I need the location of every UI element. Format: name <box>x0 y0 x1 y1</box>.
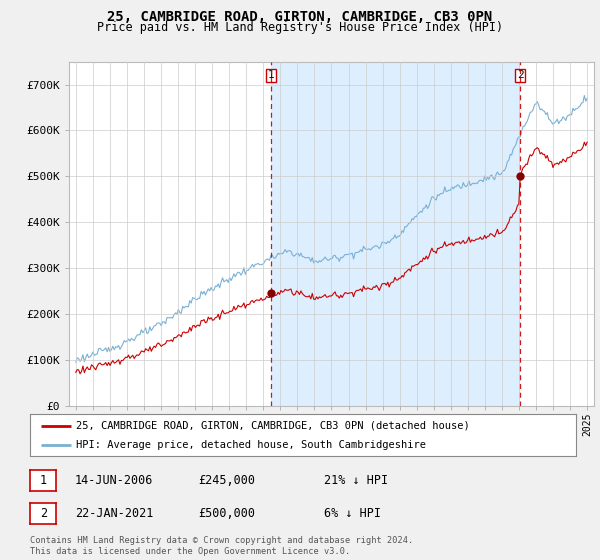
Text: 2: 2 <box>517 70 523 80</box>
Text: 6% ↓ HPI: 6% ↓ HPI <box>324 507 381 520</box>
Text: £245,000: £245,000 <box>198 474 255 487</box>
Bar <box>271 62 520 406</box>
Text: HPI: Average price, detached house, South Cambridgeshire: HPI: Average price, detached house, Sout… <box>76 440 427 450</box>
Text: 1: 1 <box>40 474 47 487</box>
Text: £500,000: £500,000 <box>198 507 255 520</box>
Text: 14-JUN-2006: 14-JUN-2006 <box>75 474 154 487</box>
Text: 25, CAMBRIDGE ROAD, GIRTON, CAMBRIDGE, CB3 0PN (detached house): 25, CAMBRIDGE ROAD, GIRTON, CAMBRIDGE, C… <box>76 421 470 431</box>
Text: 25, CAMBRIDGE ROAD, GIRTON, CAMBRIDGE, CB3 0PN: 25, CAMBRIDGE ROAD, GIRTON, CAMBRIDGE, C… <box>107 10 493 24</box>
Text: 22-JAN-2021: 22-JAN-2021 <box>75 507 154 520</box>
Text: Contains HM Land Registry data © Crown copyright and database right 2024.
This d: Contains HM Land Registry data © Crown c… <box>30 536 413 556</box>
Text: 21% ↓ HPI: 21% ↓ HPI <box>324 474 388 487</box>
Text: Price paid vs. HM Land Registry's House Price Index (HPI): Price paid vs. HM Land Registry's House … <box>97 21 503 34</box>
Text: 1: 1 <box>268 70 274 80</box>
Text: 2: 2 <box>40 507 47 520</box>
